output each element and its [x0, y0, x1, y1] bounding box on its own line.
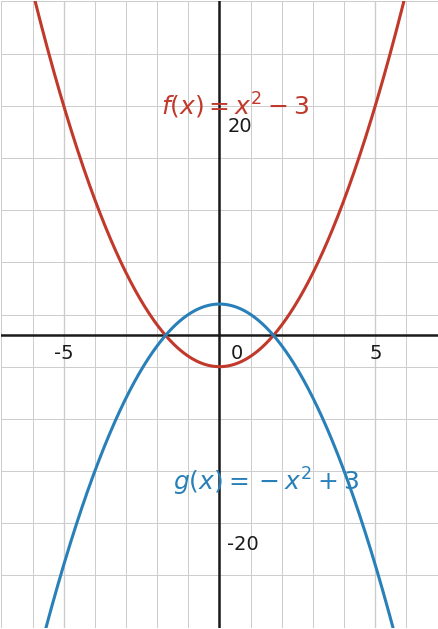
- Text: 5: 5: [368, 343, 381, 363]
- Text: $g\left(x\right)=-x^2+3$: $g\left(x\right)=-x^2+3$: [173, 465, 358, 498]
- Text: -20: -20: [227, 535, 258, 554]
- Text: $f\left(x\right)=x^2-3$: $f\left(x\right)=x^2-3$: [161, 91, 308, 121]
- Text: -5: -5: [54, 343, 73, 363]
- Text: 0: 0: [230, 343, 242, 363]
- Text: 20: 20: [227, 117, 251, 136]
